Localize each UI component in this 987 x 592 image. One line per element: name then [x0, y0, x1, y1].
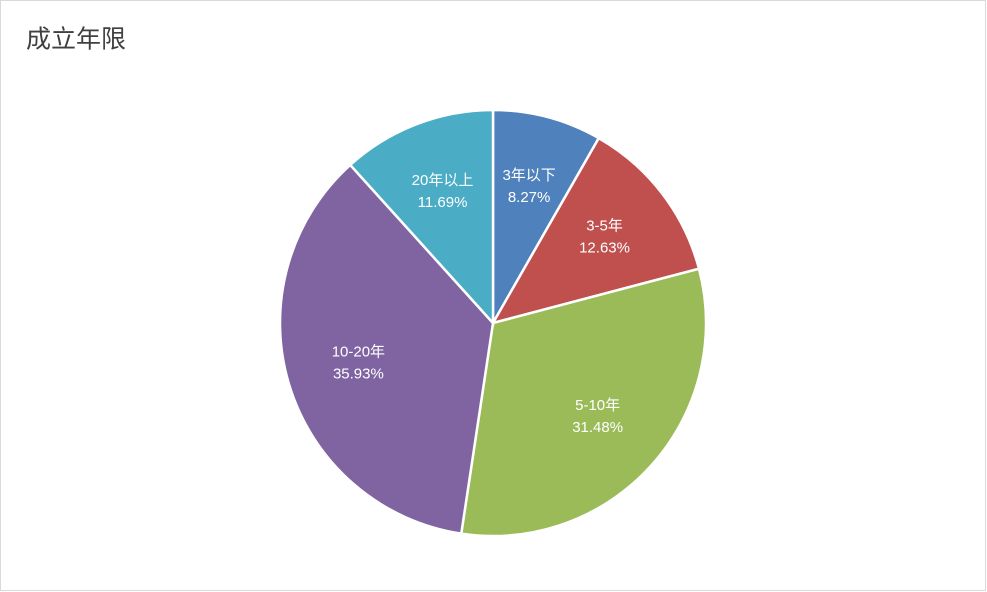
pie-slice [490, 136, 701, 325]
pie-slice [278, 163, 495, 536]
slice-value-label: 12.63% [579, 239, 630, 256]
slice-value-label: 8.27% [508, 189, 551, 206]
pie-slice [459, 267, 708, 538]
slice-category-label: 10-20年 [332, 344, 385, 361]
pie-slice [348, 108, 495, 327]
pie-slice [491, 108, 601, 328]
slice-value-label: 31.48% [572, 419, 623, 436]
slice-category-label: 5-10年 [575, 397, 620, 414]
slice-category-label: 3年以下 [502, 167, 555, 184]
slice-category-label: 3-5年 [586, 217, 623, 234]
slice-value-label: 35.93% [333, 366, 384, 383]
slice-value-label: 11.69% [418, 194, 468, 211]
chart-title: 成立年限 [26, 26, 126, 54]
slice-category-label: 20年以上 [412, 172, 474, 189]
